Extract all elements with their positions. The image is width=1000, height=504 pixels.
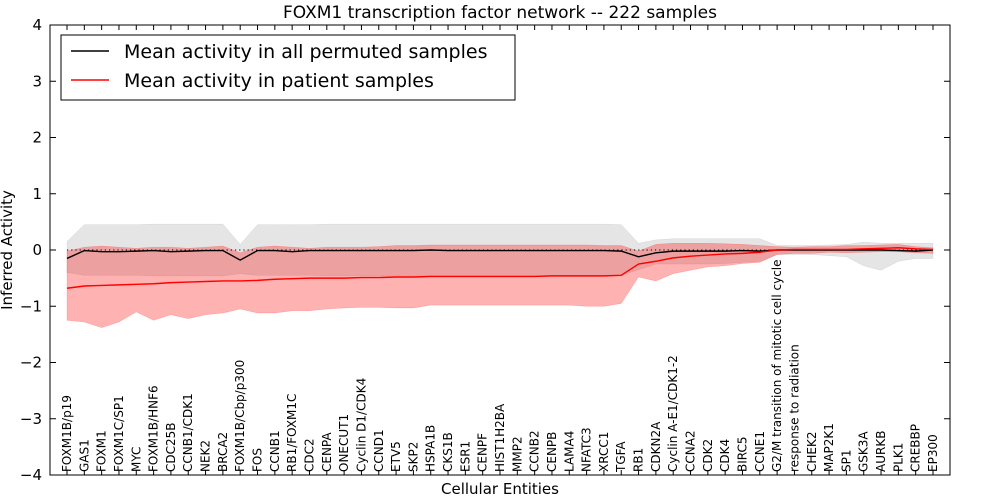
x-tick-label: ETV5	[389, 441, 403, 472]
x-tick-label: CHEK2	[805, 432, 819, 473]
x-tick-label: CKS1B	[441, 432, 455, 472]
series-line-layer	[66, 247, 934, 289]
x-tick-label: FOXM1C/SP1	[112, 395, 126, 472]
y-tick-label: 0	[32, 241, 42, 259]
y-tick-label: −2	[20, 354, 42, 372]
y-tick-label: 2	[32, 129, 42, 147]
y-axis-ticks: 4 3 2 1 0 −1 −2 −3 −4	[20, 16, 950, 484]
x-tick-label: AURKB	[874, 431, 888, 472]
y-tick-label: −3	[20, 410, 42, 428]
y-tick-label: 4	[32, 16, 42, 34]
x-tick-label: CDC25B	[164, 423, 178, 473]
legend-label-patient: Mean activity in patient samples	[124, 70, 434, 92]
x-tick-label: CENPB	[545, 432, 559, 472]
x-tick-label: CCNB1/CDK1	[181, 393, 195, 472]
x-tick-label: RB1	[632, 448, 646, 472]
x-tick-label: PLK1	[891, 443, 905, 472]
x-tick-label: Cyclin D1/CDK4	[354, 378, 368, 472]
legend-box	[60, 34, 516, 101]
y-tick-label: 3	[32, 72, 42, 90]
x-axis-label: Cellular Entities	[441, 480, 559, 498]
band-patient	[66, 243, 934, 328]
x-tick-label: CCNA2	[684, 430, 698, 472]
x-tick-label: EP300	[926, 434, 940, 472]
x-tick-label: SP1	[839, 450, 853, 473]
x-tick-label: GSK3A	[857, 431, 871, 472]
x-tick-label: CDK4	[718, 439, 732, 472]
x-tick-label: CENPF	[476, 433, 490, 472]
x-tick-label: FOS	[251, 448, 265, 472]
x-tick-label: FOXM1	[95, 430, 109, 472]
x-tick-label: HIST1H2BA	[493, 403, 507, 472]
x-tick-label: CDC2	[302, 438, 316, 472]
x-tick-label: GAS1	[77, 439, 91, 472]
x-tick-label: NFATC3	[580, 427, 594, 472]
x-tick-label: Cyclin A-E1/CDK1-2	[666, 355, 680, 472]
x-tick-label: CDKN2A	[649, 421, 663, 472]
x-tick-label: G2/M transition of mitotic cell cycle	[770, 259, 784, 472]
x-axis-ticks: FOXM1B/p19 GAS1 FOXM1 FOXM1C/SP1 MYC FOXM1B/H…	[60, 25, 940, 475]
x-tick-label: ONECUT1	[337, 414, 351, 472]
x-tick-label: FOXM1B/HNF6	[147, 385, 161, 472]
x-tick-label: CENPA	[320, 432, 334, 472]
x-tick-label: MYC	[129, 447, 143, 472]
y-axis-label: Inferred Activity	[0, 190, 16, 310]
legend: Mean activity in all permuted samples Me…	[60, 34, 516, 101]
series-line-patient	[66, 247, 934, 289]
x-tick-label: XRCC1	[597, 432, 611, 472]
x-tick-label: TGFA	[614, 441, 628, 473]
x-tick-label: MAP2K1	[822, 423, 836, 472]
x-tick-label: LAMA4	[562, 431, 576, 472]
x-tick-label: CREBBP	[909, 424, 923, 472]
x-tick-label: CCND1	[372, 429, 386, 472]
y-tick-label: 1	[32, 185, 42, 203]
x-tick-label: response to radiation	[787, 344, 801, 472]
x-tick-label: CCNB2	[528, 430, 542, 472]
x-tick-label: CDK2	[701, 439, 715, 472]
x-tick-label: FOXM1B/p19	[60, 395, 74, 472]
x-tick-label: BRCA2	[216, 432, 230, 472]
y-tick-label: −4	[20, 466, 42, 484]
legend-label-permuted: Mean activity in all permuted samples	[124, 41, 487, 63]
x-tick-label: NEK2	[199, 440, 213, 472]
chart-title: FOXM1 transcription factor network -- 22…	[283, 3, 717, 23]
x-tick-label: MMP2	[510, 436, 524, 472]
y-tick-label: −1	[20, 297, 42, 315]
x-tick-label: CCNE1	[753, 431, 767, 472]
x-tick-label: HSPA1B	[424, 425, 438, 472]
x-tick-label: BIRC5	[735, 436, 749, 472]
x-tick-label: FOXM1B/Cbp/p300	[233, 360, 247, 472]
x-tick-label: RB1/FOXM1C	[285, 394, 299, 472]
x-tick-label: CCNB1	[268, 430, 282, 472]
x-tick-label: SKP2	[406, 442, 420, 472]
x-tick-label: ESR1	[458, 441, 472, 472]
